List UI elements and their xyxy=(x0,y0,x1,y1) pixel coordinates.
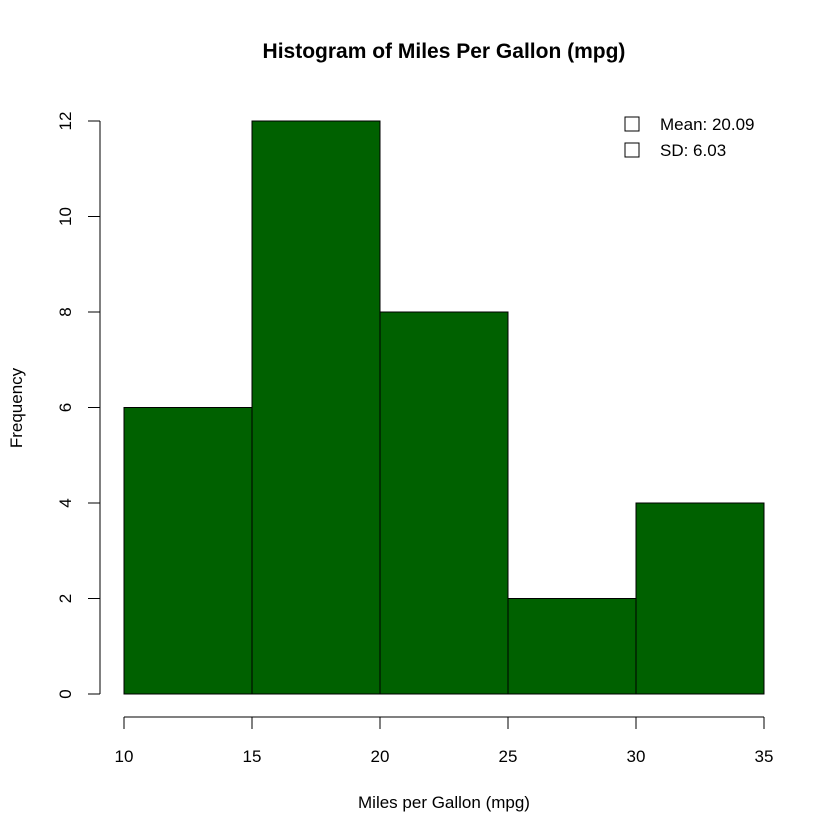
x-tick-label-10: 10 xyxy=(115,747,134,766)
x-tick-label-30: 30 xyxy=(627,747,646,766)
y-tick-label-8: 8 xyxy=(56,307,75,316)
legend-box-0 xyxy=(624,116,640,132)
legend-label-1: SD: 6.03 xyxy=(660,141,726,160)
y-axis: 0 2 4 6 8 10 12 xyxy=(56,112,101,699)
x-axis-label: Miles per Gallon (mpg) xyxy=(358,793,530,812)
x-tick-label-15: 15 xyxy=(243,747,262,766)
y-tick-label-12: 12 xyxy=(56,112,75,131)
bars-group xyxy=(123,120,765,695)
histogram-bar-1 xyxy=(251,120,381,695)
y-tick-label-0: 0 xyxy=(56,689,75,698)
legend-box-1 xyxy=(624,142,640,158)
histogram-bar-3 xyxy=(507,598,637,695)
y-tick-label-2: 2 xyxy=(56,594,75,603)
x-tick-label-25: 25 xyxy=(499,747,518,766)
x-tick-label-20: 20 xyxy=(371,747,390,766)
x-axis: 10 15 20 25 30 35 xyxy=(115,716,774,766)
histogram-bar-0 xyxy=(123,407,253,695)
legend: Mean: 20.09 SD: 6.03 xyxy=(624,115,755,160)
y-axis-label: Frequency xyxy=(7,367,26,448)
chart-title: Histogram of Miles Per Gallon (mpg) xyxy=(263,40,626,63)
y-tick-label-6: 6 xyxy=(56,403,75,412)
x-tick-label-35: 35 xyxy=(755,747,774,766)
histogram-bar-4 xyxy=(635,502,765,695)
y-tick-label-10: 10 xyxy=(56,207,75,226)
legend-label-0: Mean: 20.09 xyxy=(660,115,755,134)
histogram-bar-2 xyxy=(379,311,509,695)
y-tick-label-4: 4 xyxy=(56,498,75,507)
